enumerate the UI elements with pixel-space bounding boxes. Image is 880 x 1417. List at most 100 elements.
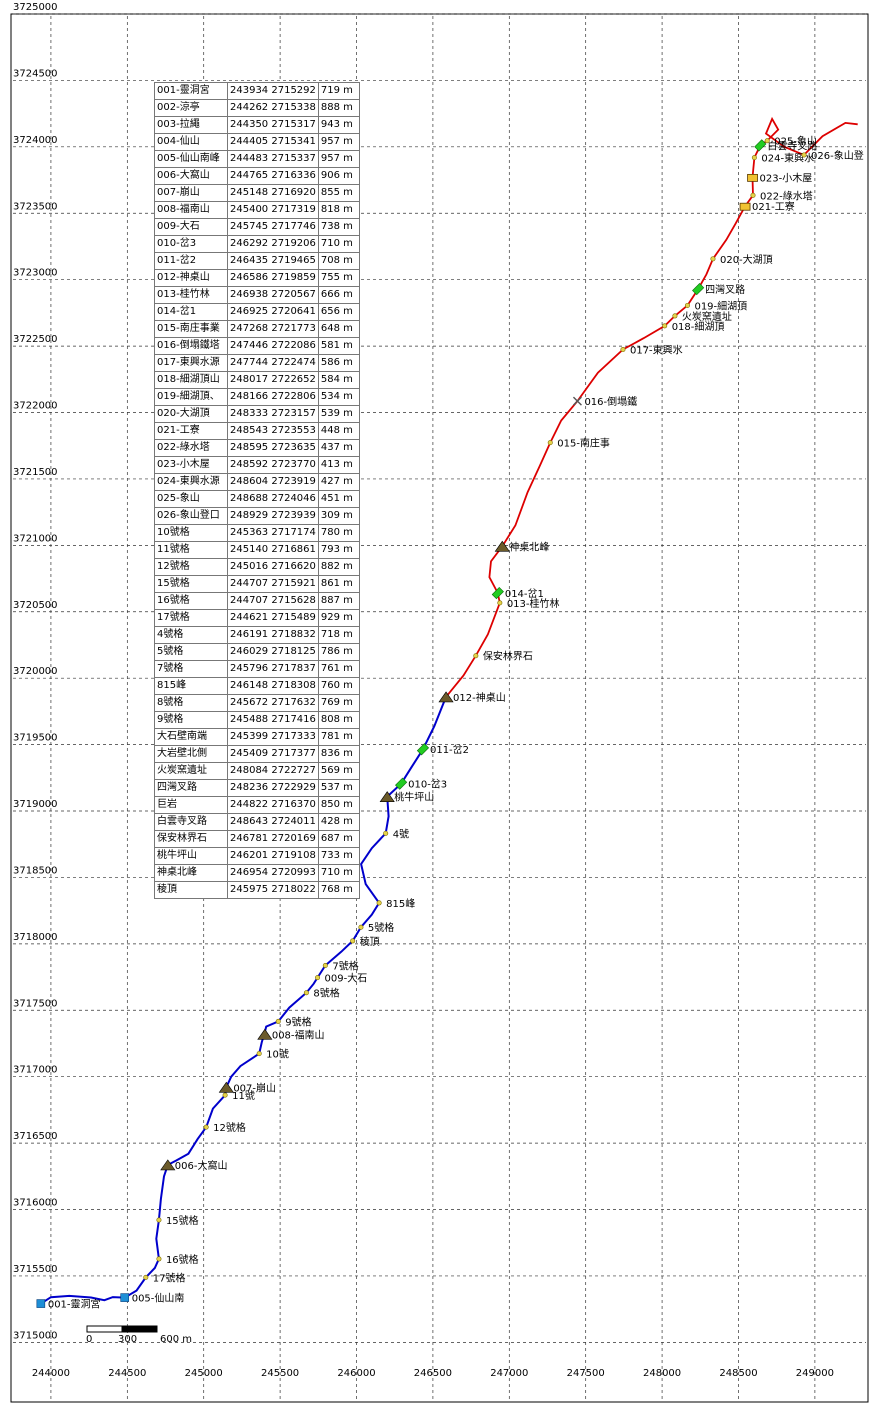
waypoint-elevation-cell: 957 m (317, 133, 360, 151)
waypoint-table-row: 7號格 245796 2717837 761 m (154, 660, 360, 678)
waypoint-coord-cell: 245140 2716861 (227, 541, 319, 559)
waypoint-coord-cell: 246435 2719465 (227, 252, 319, 270)
waypoint-table-row: 024-東興水源 248604 2723919 427 m (154, 473, 360, 491)
waypoint-label: 9號格 (285, 1015, 311, 1028)
waypoint-name-cell: 015-南庄事業 (154, 320, 228, 338)
waypoint-table-row: 021-工寮 248543 2723553 448 m (154, 422, 360, 440)
waypoint-elevation-cell: 808 m (317, 711, 360, 729)
waypoint-label: 四灣叉路 (705, 283, 745, 296)
waypoint-dot-icon (358, 924, 364, 930)
waypoint-name-cell: 006-大窩山 (154, 167, 228, 185)
y-axis-tick-label: 3717500 (13, 998, 58, 1009)
waypoint-table-row: 002-涼亭 244262 2715338 888 m (154, 99, 360, 117)
waypoint-elevation-cell: 957 m (317, 150, 360, 168)
waypoint-name-cell: 4號格 (154, 626, 228, 644)
waypoint-elevation-cell: 855 m (317, 184, 360, 202)
waypoint-table-row: 004-仙山 244405 2715341 957 m (154, 133, 360, 151)
trailhead-flag-icon (36, 1299, 46, 1308)
scale-label-300: 300 (118, 1334, 137, 1345)
waypoint-coord-cell: 246148 2718308 (227, 677, 319, 695)
waypoint-label: 020-大湖頂 (720, 253, 773, 266)
waypoint-elevation-cell: 836 m (317, 745, 360, 763)
waypoint-dot-icon (156, 1217, 162, 1223)
waypoint-coord-cell: 248929 2723939 (227, 507, 319, 525)
x-axis-tick-label: 247500 (567, 1368, 605, 1379)
waypoint-name-cell: 17號格 (154, 609, 228, 627)
waypoint-name-cell: 018-細湖頂山 (154, 371, 228, 389)
waypoint-dot-icon (801, 152, 807, 158)
waypoint-elevation-cell: 534 m (317, 388, 360, 406)
waypoint-dot-icon (662, 323, 668, 329)
waypoint-label: 018-細湖頂 (672, 320, 725, 333)
waypoint-table-row: 桃牛坪山 246201 2719108 733 m (154, 847, 360, 865)
waypoint-elevation-cell: 882 m (317, 558, 360, 576)
waypoint-elevation-cell: 451 m (317, 490, 360, 508)
waypoint-dot-icon (376, 900, 382, 906)
waypoint-name-cell: 5號格 (154, 643, 228, 661)
waypoint-elevation-cell: 718 m (317, 626, 360, 644)
y-axis-tick-label: 3723000 (13, 268, 58, 279)
waypoint-label: 010-岔3 (408, 779, 447, 791)
y-axis-tick-label: 3719500 (13, 733, 58, 744)
map-frame (10, 13, 869, 1403)
y-axis-tick-label: 3722500 (13, 334, 58, 345)
waypoint-dot-icon (684, 302, 690, 308)
waypoint-table-row: 8號格 245672 2717632 769 m (154, 694, 360, 712)
waypoint-coord-cell: 248595 2723635 (227, 439, 319, 457)
waypoint-table-row: 017-東興水源 247744 2722474 586 m (154, 354, 360, 372)
waypoint-name-cell: 005-仙山南峰 (154, 150, 228, 168)
waypoint-label: 10號 (266, 1048, 289, 1061)
waypoint-label: 8號格 (313, 987, 339, 1000)
y-axis-tick-label: 3717000 (13, 1065, 58, 1076)
peak-icon (438, 691, 454, 703)
waypoint-coord-cell: 244483 2715337 (227, 150, 319, 168)
hut-icon (739, 202, 751, 211)
route-layer (36, 116, 858, 1307)
waypoint-label: 12號格 (213, 1121, 246, 1134)
scale-label-600m: 600 m (160, 1334, 192, 1345)
waypoint-elevation-cell: 781 m (317, 728, 360, 746)
waypoint-coord-cell: 245796 2717837 (227, 660, 319, 678)
waypoint-name-cell: 004-仙山 (154, 133, 228, 151)
x-axis-tick-label: 248500 (719, 1368, 757, 1379)
waypoint-table-row: 016-倒塌鐵塔 247446 2722086 581 m (154, 337, 360, 355)
waypoint-elevation-cell: 581 m (317, 337, 360, 355)
waypoint-coord-cell: 245672 2717632 (227, 694, 319, 712)
waypoint-coord-cell: 245399 2717333 (227, 728, 319, 746)
waypoint-coord-cell: 246292 2719206 (227, 235, 319, 253)
scale-label-0: 0 (86, 1334, 92, 1345)
waypoint-coord-cell: 248084 2722727 (227, 762, 319, 780)
waypoint-coord-cell: 244707 2715921 (227, 575, 319, 593)
waypoint-coord-cell: 244350 2715317 (227, 116, 319, 134)
waypoint-dot-icon (303, 990, 309, 996)
waypoint-table-row: 005-仙山南峰 244483 2715337 957 m (154, 150, 360, 168)
waypoint-dot-icon (750, 192, 756, 198)
waypoint-table-row: 009-大石 245745 2717746 738 m (154, 218, 360, 236)
waypoint-label: 011-岔2 (430, 744, 469, 756)
waypoint-label: 012-神桌山 (453, 691, 506, 704)
waypoint-elevation-cell: 539 m (317, 405, 360, 423)
waypoint-name-cell: 009-大石 (154, 218, 228, 236)
y-axis-tick-label: 3716500 (13, 1131, 58, 1142)
waypoint-elevation-cell: 768 m (317, 881, 360, 899)
waypoint-label: 009-大石 (325, 972, 368, 985)
waypoint-name-cell: 火炭窯遺址 (154, 762, 228, 780)
waypoint-table-row: 9號格 245488 2717416 808 m (154, 711, 360, 729)
waypoint-name-cell: 大岩壁北側 (154, 745, 228, 763)
tower-icon (572, 396, 582, 406)
waypoint-table-row: 10號格 245363 2717174 780 m (154, 524, 360, 542)
waypoint-table-row: 012-神桌山 246586 2719859 755 m (154, 269, 360, 287)
waypoint-table-row: 稜頂 245975 2718022 768 m (154, 881, 360, 899)
waypoint-elevation-cell: 929 m (317, 609, 360, 627)
waypoint-coord-cell: 245409 2717377 (227, 745, 319, 763)
waypoint-elevation-cell: 437 m (317, 439, 360, 457)
waypoint-coord-cell: 243934 2715292 (227, 82, 319, 100)
waypoint-elevation-cell: 428 m (317, 813, 360, 831)
waypoint-dot-icon (383, 830, 389, 836)
waypoint-elevation-cell: 818 m (317, 201, 360, 219)
waypoint-coord-cell: 244405 2715341 (227, 133, 319, 151)
waypoint-name-cell: 010-岔3 (154, 235, 228, 253)
waypoint-dot-icon (620, 347, 626, 353)
waypoint-name-cell: 16號格 (154, 592, 228, 610)
